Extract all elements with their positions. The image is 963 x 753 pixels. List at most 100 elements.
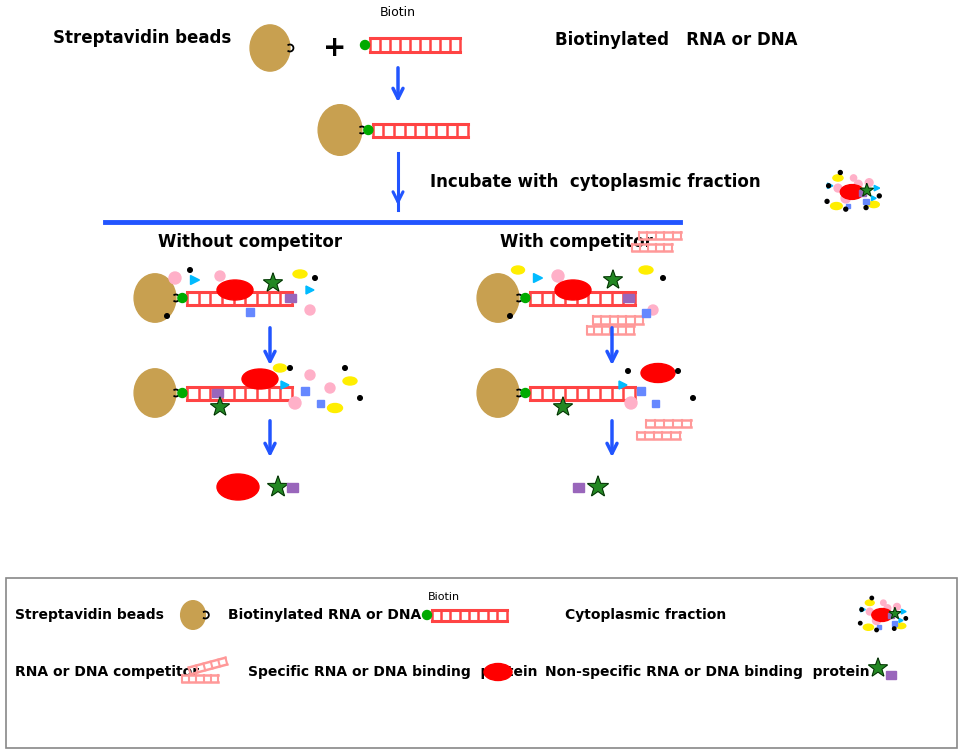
Circle shape [884, 605, 891, 611]
Bar [652, 400, 659, 407]
Circle shape [648, 305, 658, 315]
Bar [892, 620, 897, 626]
Polygon shape [211, 397, 229, 415]
Ellipse shape [484, 663, 512, 681]
Circle shape [661, 276, 665, 280]
Circle shape [893, 627, 896, 630]
Ellipse shape [872, 608, 892, 621]
Circle shape [871, 596, 873, 599]
Circle shape [841, 194, 850, 203]
Circle shape [178, 294, 187, 303]
Ellipse shape [897, 623, 906, 629]
Ellipse shape [477, 274, 519, 322]
Polygon shape [604, 270, 622, 288]
Text: +: + [324, 34, 347, 62]
Ellipse shape [217, 474, 259, 500]
Bar [246, 308, 254, 316]
Text: Streptavidin beads: Streptavidin beads [15, 608, 164, 622]
Ellipse shape [327, 404, 343, 413]
Text: RNA or DNA competitor: RNA or DNA competitor [15, 665, 199, 679]
Polygon shape [899, 618, 903, 623]
Circle shape [343, 366, 348, 370]
Circle shape [215, 271, 225, 281]
Circle shape [165, 314, 169, 319]
Ellipse shape [250, 25, 290, 71]
Bar [212, 389, 222, 397]
Text: Cytoplasmic fraction: Cytoplasmic fraction [565, 608, 726, 622]
Ellipse shape [293, 270, 307, 278]
Polygon shape [872, 196, 876, 200]
Circle shape [364, 126, 373, 135]
Text: Streptavidin beads: Streptavidin beads [53, 29, 231, 47]
Bar [287, 483, 298, 492]
Circle shape [188, 268, 193, 273]
Ellipse shape [511, 266, 525, 274]
Bar [863, 199, 869, 204]
Circle shape [625, 397, 637, 409]
Ellipse shape [318, 105, 362, 155]
Circle shape [839, 170, 843, 175]
Text: Biotin: Biotin [428, 592, 460, 602]
Bar [876, 625, 880, 630]
Circle shape [305, 370, 315, 380]
Bar [6, 578, 957, 748]
Polygon shape [860, 184, 873, 196]
Ellipse shape [866, 600, 874, 605]
Bar [284, 294, 296, 302]
Text: Incubate with  cytoplasmic fraction: Incubate with cytoplasmic fraction [430, 173, 761, 191]
Polygon shape [827, 183, 833, 188]
Circle shape [864, 206, 868, 209]
Circle shape [305, 305, 315, 315]
Bar [301, 387, 309, 395]
Ellipse shape [273, 364, 287, 372]
Polygon shape [264, 273, 282, 291]
Circle shape [850, 175, 857, 181]
Circle shape [690, 395, 695, 401]
Circle shape [289, 397, 301, 409]
Polygon shape [191, 276, 199, 285]
Text: With competitor: With competitor [500, 233, 653, 251]
Bar [886, 671, 896, 679]
Polygon shape [889, 608, 900, 619]
Polygon shape [619, 381, 627, 389]
Text: Biotin: Biotin [380, 5, 416, 19]
Circle shape [178, 389, 187, 398]
Bar [859, 190, 866, 196]
Circle shape [866, 178, 873, 187]
Polygon shape [869, 658, 888, 676]
Polygon shape [874, 185, 879, 191]
Ellipse shape [217, 280, 253, 300]
Circle shape [826, 184, 830, 187]
Text: Without competitor: Without competitor [158, 233, 342, 251]
Circle shape [867, 608, 873, 615]
Polygon shape [587, 476, 609, 496]
Ellipse shape [343, 377, 357, 385]
Circle shape [860, 608, 863, 611]
Ellipse shape [477, 369, 519, 417]
Polygon shape [268, 476, 289, 496]
Ellipse shape [134, 274, 176, 322]
Ellipse shape [242, 369, 278, 389]
Circle shape [872, 617, 880, 624]
Ellipse shape [830, 203, 843, 209]
Bar [888, 613, 894, 618]
Ellipse shape [181, 601, 205, 630]
Ellipse shape [555, 280, 591, 300]
Text: Specific RNA or DNA binding  protein: Specific RNA or DNA binding protein [248, 665, 537, 679]
Ellipse shape [869, 201, 879, 208]
Circle shape [423, 611, 431, 620]
Circle shape [552, 270, 564, 282]
Bar [846, 204, 850, 209]
Circle shape [877, 194, 881, 198]
Ellipse shape [134, 369, 176, 417]
Circle shape [169, 272, 181, 284]
Text: Biotinylated   RNA or DNA: Biotinylated RNA or DNA [555, 31, 797, 49]
Circle shape [676, 369, 680, 373]
Bar [572, 483, 584, 492]
Circle shape [859, 621, 862, 625]
Circle shape [508, 314, 512, 319]
Circle shape [325, 383, 335, 393]
Circle shape [313, 276, 317, 280]
Circle shape [360, 41, 370, 50]
Polygon shape [901, 609, 906, 614]
